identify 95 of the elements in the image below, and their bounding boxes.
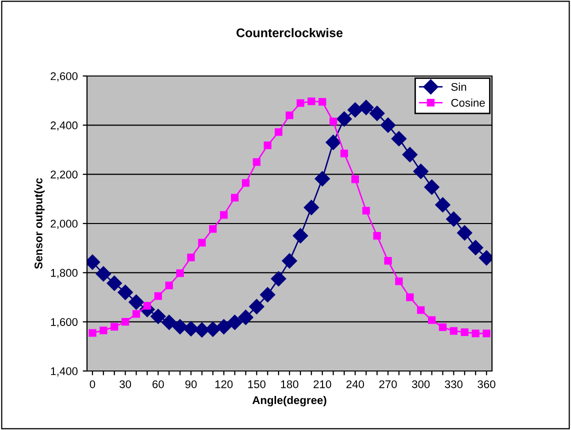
point (348, 102, 363, 118)
point (417, 306, 425, 314)
point (402, 147, 418, 162)
point (438, 323, 447, 332)
point (326, 134, 341, 150)
point (318, 98, 326, 106)
point (358, 100, 374, 116)
y-tick-label: 2,200 (50, 170, 78, 180)
point (209, 225, 217, 233)
x-tick-label: 240 (346, 380, 364, 388)
point (450, 327, 458, 335)
point (216, 319, 232, 334)
x-tick-label: 0 (90, 380, 96, 388)
point (282, 253, 298, 268)
point (314, 171, 330, 186)
point (252, 158, 260, 166)
point (205, 322, 220, 337)
point (482, 330, 490, 338)
point (292, 228, 308, 244)
x-tick-label: 360 (478, 380, 496, 388)
point (428, 316, 436, 324)
x-tick-label: 60 (152, 380, 164, 388)
point (227, 314, 242, 330)
point (183, 321, 199, 336)
point (395, 277, 403, 286)
point (340, 150, 348, 158)
x-tick-label: 330 (444, 380, 463, 388)
legend-label: Cosine (451, 98, 485, 107)
point (249, 299, 264, 314)
point (460, 328, 468, 336)
x-tick-label: 120 (215, 380, 233, 388)
point (132, 310, 140, 318)
point (304, 200, 319, 216)
y-axis-title: Sensor output(vc (34, 178, 45, 269)
x-tick-label: 180 (281, 380, 298, 388)
point (274, 128, 282, 136)
point (270, 271, 286, 286)
y-tick-label: 1,400 (51, 367, 78, 376)
point (187, 254, 195, 262)
point (162, 314, 177, 330)
point (172, 319, 188, 334)
point (384, 257, 392, 265)
point (150, 308, 166, 324)
point (128, 294, 144, 310)
point (198, 238, 206, 246)
point (96, 266, 111, 282)
point (286, 112, 294, 120)
point (370, 106, 385, 121)
point (351, 175, 359, 184)
y-tick-label: 2,400 (50, 121, 78, 131)
chart-title: Counterclockwise (236, 28, 343, 38)
point (391, 131, 407, 146)
point (106, 276, 122, 291)
y-tick-label: 2,600 (50, 72, 78, 82)
point (413, 164, 428, 179)
point (100, 326, 108, 334)
point (472, 330, 480, 338)
x-tick-label: 210 (314, 380, 332, 388)
point (242, 179, 250, 187)
x-tick-label: 150 (248, 380, 266, 388)
point (176, 269, 184, 277)
point (380, 118, 396, 133)
point (194, 322, 210, 338)
point (238, 310, 254, 325)
x-tick-label: 30 (120, 380, 132, 388)
point (88, 329, 96, 337)
point (296, 99, 304, 107)
point (165, 282, 173, 290)
point (468, 240, 484, 256)
y-tick-label: 2,000 (50, 220, 78, 229)
point (424, 180, 440, 195)
point (121, 318, 130, 326)
point (260, 287, 276, 302)
point (230, 194, 239, 202)
point (329, 118, 338, 126)
point (118, 284, 133, 300)
point (435, 197, 450, 212)
point (110, 322, 118, 331)
point (220, 211, 228, 219)
point (154, 292, 162, 300)
legend-label: Sin (451, 82, 466, 91)
y-tick-label: 1,800 (51, 268, 78, 278)
x-tick-label: 90 (185, 380, 197, 388)
point (373, 232, 381, 240)
point (406, 293, 414, 302)
x-tick-label: 270 (379, 380, 397, 388)
x-tick-label: 300 (412, 380, 430, 388)
point (308, 98, 316, 106)
point (336, 111, 352, 127)
point (457, 225, 472, 240)
point (362, 206, 370, 215)
x-axis-title: Angle(degree) (252, 396, 326, 406)
point (264, 142, 272, 150)
y-tick-label: 1,600 (51, 318, 78, 328)
point (446, 212, 462, 227)
